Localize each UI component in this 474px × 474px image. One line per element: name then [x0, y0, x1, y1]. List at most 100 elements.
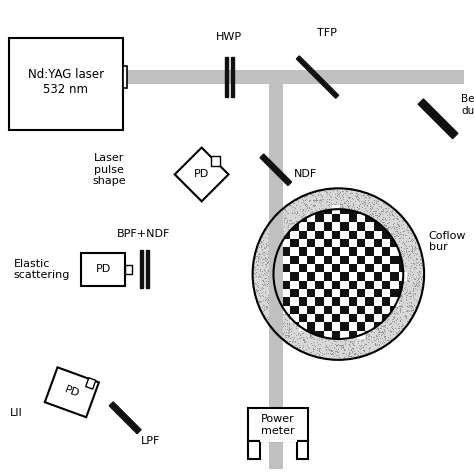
Point [403, 220, 411, 228]
Point [263, 277, 270, 285]
Point [300, 207, 307, 214]
Point [406, 294, 414, 302]
Point [383, 324, 391, 332]
Point [269, 282, 277, 289]
Point [256, 251, 264, 258]
Point [391, 324, 399, 332]
Point [396, 307, 403, 315]
Point [279, 305, 286, 312]
Point [294, 330, 302, 337]
Point [416, 255, 424, 263]
Point [255, 289, 262, 297]
Point [266, 268, 274, 275]
Point [270, 221, 278, 228]
Point [414, 274, 422, 282]
Point [382, 225, 390, 232]
Point [342, 187, 350, 195]
Point [385, 213, 393, 221]
Point [284, 221, 292, 228]
Point [386, 327, 393, 334]
Point [265, 242, 273, 249]
Point [283, 328, 290, 336]
Point [270, 241, 277, 248]
Point [368, 209, 375, 217]
Point [327, 341, 335, 349]
Point [406, 299, 413, 306]
Point [336, 203, 344, 211]
Point [393, 218, 401, 225]
Point [279, 310, 287, 317]
Point [286, 201, 294, 209]
Point [352, 190, 359, 197]
Point [406, 270, 413, 277]
Point [409, 308, 417, 316]
Point [367, 328, 374, 336]
Point [252, 289, 260, 296]
Point [268, 247, 275, 255]
Point [360, 189, 367, 197]
Bar [332, 322, 340, 331]
Point [397, 315, 405, 322]
Point [261, 290, 268, 297]
Point [312, 209, 320, 216]
Bar [340, 230, 348, 239]
Point [338, 201, 346, 209]
Point [365, 192, 372, 200]
Point [316, 207, 324, 214]
Point [301, 206, 309, 213]
Point [264, 260, 271, 267]
Bar [324, 264, 332, 272]
Point [397, 246, 405, 254]
Point [275, 310, 283, 318]
Point [360, 201, 367, 209]
Point [409, 249, 417, 256]
Point [418, 252, 426, 259]
Point [293, 335, 301, 342]
Point [406, 292, 413, 300]
Point [403, 226, 411, 234]
Point [401, 289, 409, 297]
Point [344, 203, 352, 210]
Point [311, 197, 319, 204]
Point [261, 255, 268, 263]
Point [258, 283, 266, 291]
Point [361, 340, 369, 347]
Point [343, 197, 350, 205]
Point [261, 249, 269, 257]
Point [277, 318, 284, 326]
Point [416, 251, 424, 259]
Point [320, 350, 328, 357]
Point [301, 201, 309, 209]
Point [322, 346, 330, 354]
Point [401, 285, 409, 293]
Point [409, 271, 417, 278]
Point [262, 272, 269, 279]
Point [362, 198, 369, 206]
Point [345, 193, 352, 201]
Bar [273, 247, 282, 255]
Point [372, 342, 380, 349]
Point [344, 352, 352, 360]
Point [409, 284, 417, 292]
Point [402, 307, 410, 315]
Point [405, 247, 413, 255]
Point [339, 349, 346, 357]
Point [267, 227, 275, 234]
Point [289, 199, 297, 207]
Point [315, 196, 322, 204]
Point [400, 298, 407, 305]
Point [393, 225, 401, 233]
Point [379, 199, 387, 207]
Point [272, 221, 279, 228]
Point [361, 211, 369, 219]
Point [406, 237, 413, 245]
Point [278, 307, 285, 314]
Point [313, 196, 320, 203]
Point [408, 237, 415, 245]
Point [311, 342, 319, 350]
Point [402, 255, 410, 262]
Point [377, 344, 385, 352]
Point [255, 256, 262, 264]
Point [281, 206, 288, 213]
Point [353, 350, 361, 358]
